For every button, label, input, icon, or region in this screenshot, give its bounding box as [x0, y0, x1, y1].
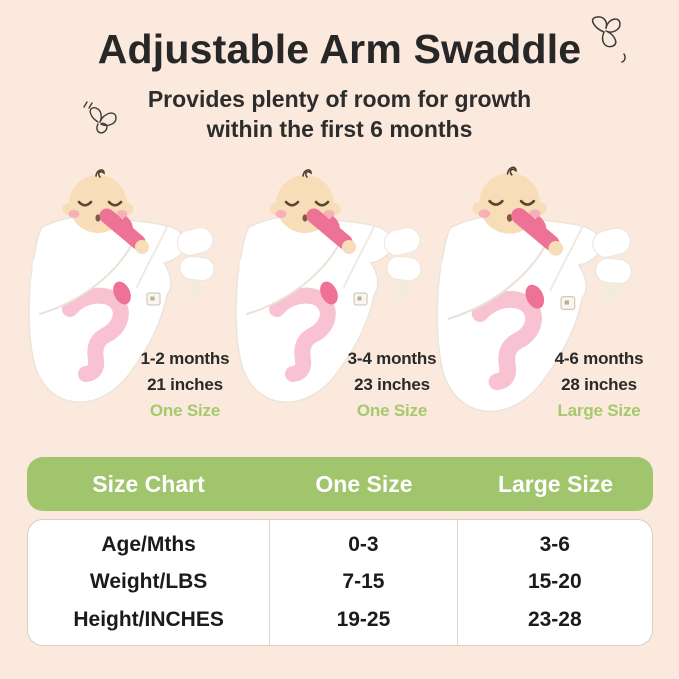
size-chart: Size Chart One Size Large Size Age/Mths …: [27, 457, 653, 646]
swaddled-baby-illustration: [28, 169, 215, 403]
figure-size: One Size: [356, 401, 428, 420]
figure-length: 28 inches: [561, 375, 637, 394]
fabric-tag: [146, 292, 161, 306]
swaddle-figure-3: 4-6 months 28 inches Large Size: [436, 163, 659, 429]
figure-caption: 1-2 months 21 inches One Size: [110, 346, 260, 424]
header-large-size: Large Size: [497, 470, 614, 497]
row-label-age: Age/Mths: [101, 532, 196, 556]
figure-caption: 3-4 months 23 inches One Size: [317, 346, 467, 424]
swaddle-wing-tabs: [383, 227, 422, 298]
figure-length: 23 inches: [354, 375, 430, 394]
figure-size: One Size: [149, 401, 221, 420]
figure-months: 1-2 months: [140, 349, 230, 368]
header-size-chart: Size Chart: [92, 470, 205, 497]
row-label-weight: Weight/LBS: [89, 570, 208, 594]
column-labels: Age/Mths Weight/LBS Height/INCHES: [28, 520, 271, 645]
page-title: Adjustable Arm Swaddle: [97, 26, 582, 72]
size-chart-body: Age/Mths Weight/LBS Height/INCHES 0-3 7-…: [27, 519, 653, 646]
size-chart-header: Size Chart One Size Large Size: [27, 457, 653, 511]
swaddle-figure-1: 1-2 months 21 inches One Size: [25, 163, 245, 429]
cell-age-large-size: 3-6: [539, 532, 570, 556]
swaddle-wing-tabs: [176, 227, 215, 298]
header-one-size: One Size: [315, 470, 413, 497]
cell-age-one-size: 0-3: [348, 532, 379, 556]
subtitle-line-2: within the first 6 months: [206, 116, 473, 142]
column-one-size: 0-3 7-15 19-25: [270, 520, 458, 645]
cell-height-large-size: 23-28: [527, 608, 582, 632]
swaddled-baby-illustration: [235, 169, 422, 403]
figure-caption: 4-6 months 28 inches Large Size: [524, 346, 674, 424]
swaddled-baby-illustration: [436, 166, 632, 413]
row-label-height: Height/INCHES: [73, 608, 224, 632]
column-large-size: 3-6 15-20 23-28: [458, 520, 652, 645]
figure-months: 4-6 months: [554, 349, 644, 368]
figure-size: Large Size: [557, 401, 641, 420]
fabric-tag: [560, 296, 576, 310]
butterfly-icon: [591, 16, 626, 63]
figure-length: 21 inches: [147, 375, 223, 394]
page-subtitle: Provides plenty of room for growth withi…: [0, 84, 679, 144]
fabric-tag: [353, 292, 368, 306]
cell-height-one-size: 19-25: [336, 608, 391, 632]
swaddle-wing-tabs: [592, 227, 632, 302]
subtitle-line-1: Provides plenty of room for growth: [147, 86, 532, 112]
figure-months: 3-4 months: [347, 349, 437, 368]
cell-weight-large-size: 15-20: [527, 570, 582, 594]
cell-weight-one-size: 7-15: [342, 570, 385, 594]
swaddle-figure-2: 3-4 months 23 inches One Size: [232, 163, 452, 429]
butterfly-icon: [83, 101, 117, 134]
